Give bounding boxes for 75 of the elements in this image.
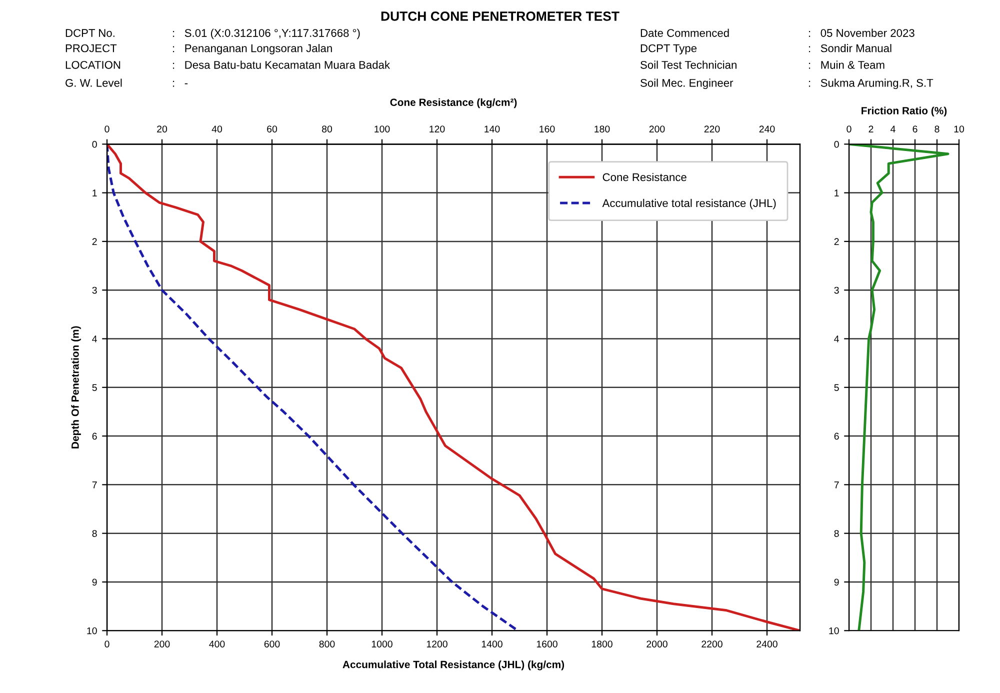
text: Date Commenced	[640, 28, 729, 37]
y-tick-label: 5	[92, 384, 97, 392]
text: : Desa Batu-batu Kecamatan Muara Badak	[173, 60, 390, 69]
y-tick-label: 3	[834, 286, 839, 294]
y-tick-label: 2	[834, 238, 839, 245]
text: : Muin & Team	[809, 60, 884, 69]
y-tick-label: 2	[92, 238, 97, 245]
x-tick-label: 600	[264, 640, 280, 648]
x-tick-label: 200	[154, 640, 170, 648]
x-tick-label: 10	[954, 126, 964, 132]
x-tick-label: 1000	[372, 640, 392, 648]
x-tick-label: 2200	[702, 640, 722, 648]
x2-axis-title: Cone Resistance (kg/cm²)	[390, 98, 517, 108]
text: : Penanganan Longsoran Jalan	[173, 44, 332, 54]
x-tick-label: 0	[846, 126, 852, 132]
y-tick-label: 10	[87, 627, 97, 634]
x2-tick-label: 80	[322, 126, 332, 132]
y-tick-label: 6	[92, 432, 97, 440]
y-tick-label: 3	[92, 286, 97, 294]
legend-label: Cone Resistance	[602, 172, 686, 182]
x-tick-label: 800	[319, 640, 335, 648]
y-tick-label: 9	[92, 578, 97, 586]
text: : Sondir Manual	[809, 44, 892, 52]
x-tick-label: 1800	[592, 640, 612, 648]
y-tick-label: 10	[829, 627, 839, 634]
y-tick-label: 4	[834, 336, 839, 342]
text: LOCATION	[66, 60, 120, 69]
x2-tick-label: 220	[704, 126, 720, 132]
text: Soil Test Technician	[640, 60, 736, 69]
x-tick-label: 8	[934, 126, 940, 132]
y-axis-title: Depth Of Penetration (m)	[71, 326, 81, 448]
y-tick-label: 7	[834, 482, 839, 488]
x-axis-title: Accumulative Total Resistance (JHL) (kg/cm)	[342, 660, 564, 670]
y-tick-label: 8	[92, 530, 97, 537]
y-tick-label: 4	[92, 336, 97, 342]
x-axis-title: Friction Ratio (%)	[862, 106, 947, 116]
y-tick-label: 9	[834, 578, 839, 586]
text: DCPT No.	[66, 29, 114, 37]
legend-label: Accumulative total resistance (JHL)	[602, 198, 776, 210]
x-tick-label: 2	[868, 126, 874, 132]
x-tick-label: 400	[209, 640, 225, 648]
x-tick-label: 0	[104, 640, 110, 648]
text: Soil Mec. Engineer	[640, 78, 734, 90]
x2-tick-label: 60	[267, 126, 278, 132]
x-tick-label: 1600	[536, 640, 558, 648]
x2-tick-label: 140	[484, 126, 500, 132]
y-tick-label: 7	[92, 482, 97, 488]
text: DCPT Type	[640, 44, 697, 54]
x2-tick-label: 160	[540, 126, 555, 132]
y-tick-label: 0	[92, 140, 97, 148]
x2-tick-label: 120	[430, 126, 445, 132]
text: : 05 November 2023	[809, 28, 914, 37]
x-tick-label: 2000	[646, 640, 668, 648]
chart-title: DUTCH CONE PENETROMETER TEST	[381, 12, 620, 21]
x-tick-label: 6	[912, 126, 918, 132]
y-tick-label: 0	[834, 140, 839, 148]
x2-tick-label: 20	[157, 126, 168, 132]
y-tick-label: 5	[834, 384, 839, 392]
x-tick-label: 1200	[426, 640, 448, 648]
y-tick-label: 8	[834, 530, 839, 537]
y-tick-label: 6	[834, 432, 839, 440]
text: : S.01 (X:0.312106 °,Y:117.317668 °)	[173, 28, 360, 40]
x2-tick-label: 240	[759, 126, 775, 132]
y-tick-label: 1	[834, 190, 839, 196]
text: PROJECT	[66, 44, 117, 52]
x-tick-label: 2400	[756, 640, 778, 648]
text: G. W. Level	[66, 78, 122, 87]
x2-tick-label: 180	[594, 126, 610, 132]
x2-tick-label: 40	[212, 126, 222, 132]
text: : Sukma Aruming.R, S.T	[809, 78, 934, 90]
x2-tick-label: 100	[374, 126, 390, 132]
y-tick-label: 1	[92, 190, 97, 196]
text: : -	[173, 80, 188, 87]
x-tick-label: 4	[890, 126, 896, 132]
x-tick-label: 1400	[482, 640, 502, 648]
